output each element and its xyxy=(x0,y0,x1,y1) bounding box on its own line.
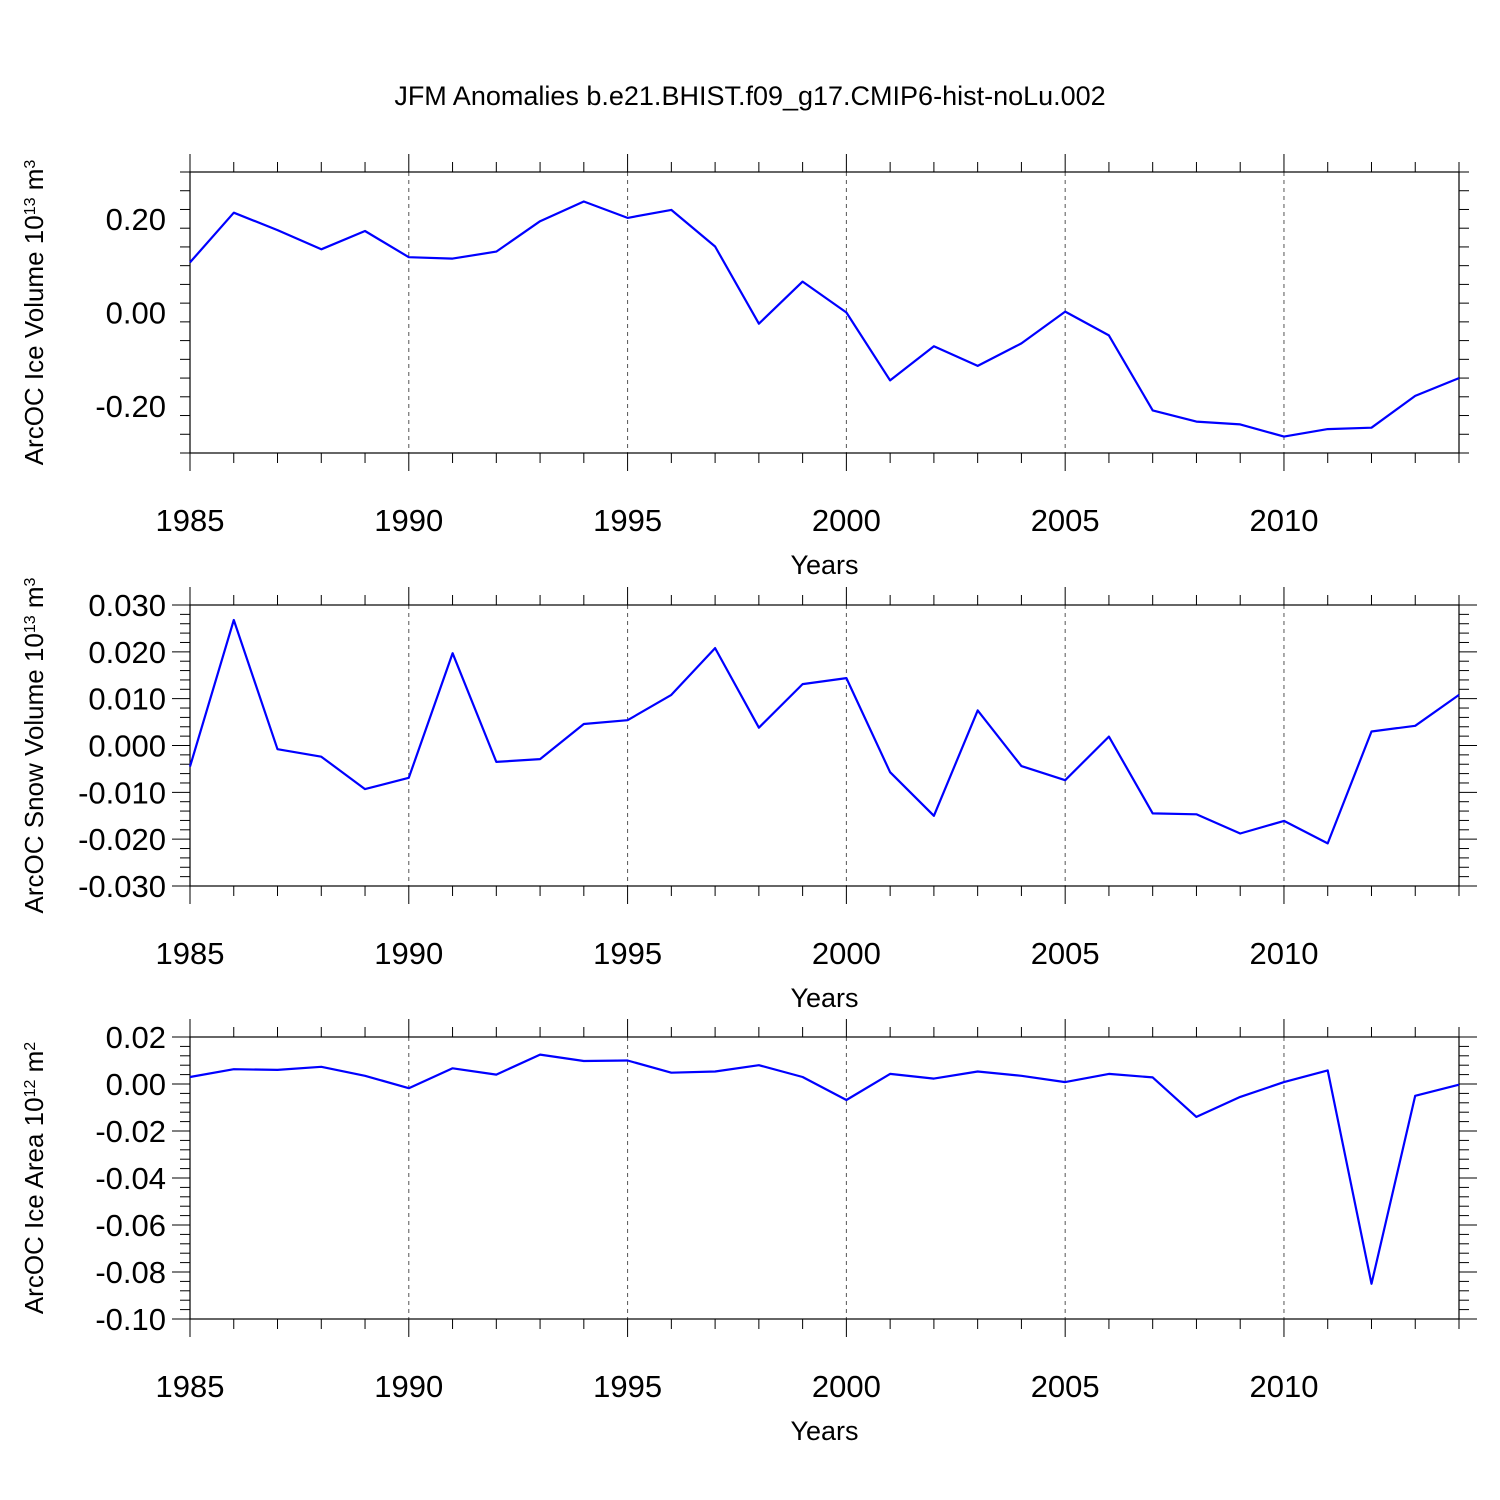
snow-volume-y-tick-label: 0.000 xyxy=(88,729,166,764)
figure-title: JFM Anomalies b.e21.BHIST.f09_g17.CMIP6-… xyxy=(394,81,1105,111)
ice-area-y-tick-label: -0.02 xyxy=(95,1114,166,1149)
ice-area-x-tick-label: 2005 xyxy=(1031,1369,1100,1404)
ice-area-x-tick-label: 1995 xyxy=(593,1369,662,1404)
ice-area-y-axis-label-exp: 12 xyxy=(22,1080,39,1098)
snow-volume-x-tick-label: 1995 xyxy=(593,936,662,971)
snow-volume-x-tick-label: 2000 xyxy=(812,936,881,971)
ice-area-y-tick-label: -0.06 xyxy=(95,1208,166,1243)
ice-volume-y-axis-label-unit-exp: 3 xyxy=(22,160,39,169)
ice-area-x-axis-label: Years xyxy=(790,1416,858,1446)
ice-volume-y-axis-label: ArcOC Ice Volume 1013 m3 xyxy=(19,160,49,466)
ice-area-y-axis-label-text: ArcOC Ice Area 10 xyxy=(19,1097,49,1314)
snow-volume-y-axis-label-unit: m xyxy=(19,586,49,615)
panel-snow-volume: 1985 1990 1995 2000 2005 2010 0.030 0.020 0.010 0… xyxy=(19,577,1477,1013)
ice-volume-y-tick-label: 0.20 xyxy=(106,202,166,237)
snow-volume-y-tick-label: -0.030 xyxy=(78,869,166,904)
snow-volume-plot-frame xyxy=(189,604,1460,887)
ice-volume-plot-frame xyxy=(189,171,1460,454)
ice-volume-y-tick-label: 0.00 xyxy=(106,296,166,331)
ice-area-x-tick-label: 1985 xyxy=(156,1369,225,1404)
ice-volume-series-line xyxy=(189,200,1460,438)
ice-volume-x-tick-label: 2000 xyxy=(812,503,881,538)
ice-area-series-line xyxy=(189,1053,1460,1285)
ice-area-plot-frame xyxy=(189,1036,1460,1320)
snow-volume-series-line xyxy=(188,618,1460,845)
snow-volume-x-tick-label: 2010 xyxy=(1249,936,1318,971)
snow-volume-x-tick-label: 1990 xyxy=(374,936,443,971)
ice-area-x-tick-label: 1990 xyxy=(374,1369,443,1404)
snow-volume-y-axis-label-text: ArcOC Snow Volume 10 xyxy=(19,633,49,913)
ice-volume-y-axis-label-unit: m xyxy=(19,169,49,198)
snow-volume-y-axis-label-exp: 13 xyxy=(22,615,39,633)
ice-volume-x-tick-label: 2010 xyxy=(1249,503,1318,538)
snow-volume-y-tick-label: -0.010 xyxy=(78,775,166,810)
ice-area-y-tick-label: -0.10 xyxy=(95,1302,166,1337)
snow-volume-y-tick-label: -0.020 xyxy=(78,822,166,857)
ice-volume-x-tick-label: 2005 xyxy=(1031,503,1100,538)
panel-ice-area: 1985 1990 1995 2000 2005 2010 0.02 0.00 -0.02 -0.… xyxy=(19,1019,1477,1446)
panel-ice-volume: 1985 1990 1995 2000 2005 2010 0.20 0.00 -0.20 Yea… xyxy=(19,154,1469,580)
snow-volume-y-tick-label: 0.010 xyxy=(88,682,166,717)
ice-volume-x-tick-label: 1985 xyxy=(156,503,225,538)
snow-volume-y-tick-label: 0.030 xyxy=(88,588,166,623)
snow-volume-x-tick-label: 2005 xyxy=(1031,936,1100,971)
snow-volume-x-axis-label: Years xyxy=(790,983,858,1013)
snow-volume-y-axis-label: ArcOC Snow Volume 1013 m3 xyxy=(19,577,49,913)
ice-area-y-axis-label: ArcOC Ice Area 1012 m2 xyxy=(19,1042,49,1314)
ice-volume-y-tick-label: -0.20 xyxy=(95,389,166,424)
ice-area-y-tick-label: 0.02 xyxy=(106,1020,166,1055)
ice-area-y-tick-label: -0.08 xyxy=(95,1255,166,1290)
snow-volume-y-tick-label: 0.020 xyxy=(88,635,166,670)
ice-area-x-tick-label: 2000 xyxy=(812,1369,881,1404)
ice-volume-y-axis-label-exp: 13 xyxy=(22,197,39,215)
ice-area-y-tick-label: 0.00 xyxy=(106,1067,166,1102)
snow-volume-x-tick-label: 1985 xyxy=(156,936,225,971)
ice-area-y-axis-label-unit-exp: 2 xyxy=(22,1042,39,1051)
ice-volume-x-tick-label: 1995 xyxy=(593,503,662,538)
ice-area-y-tick-label: -0.04 xyxy=(95,1161,166,1196)
ice-area-x-tick-label: 2010 xyxy=(1249,1369,1318,1404)
ice-volume-x-axis-label: Years xyxy=(790,550,858,580)
snow-volume-y-axis-label-unit-exp: 3 xyxy=(22,577,39,586)
ice-area-y-axis-label-unit: m xyxy=(19,1051,49,1080)
ice-volume-x-tick-label: 1990 xyxy=(374,503,443,538)
ice-volume-y-axis-label-text: ArcOC Ice Volume 10 xyxy=(19,215,49,465)
